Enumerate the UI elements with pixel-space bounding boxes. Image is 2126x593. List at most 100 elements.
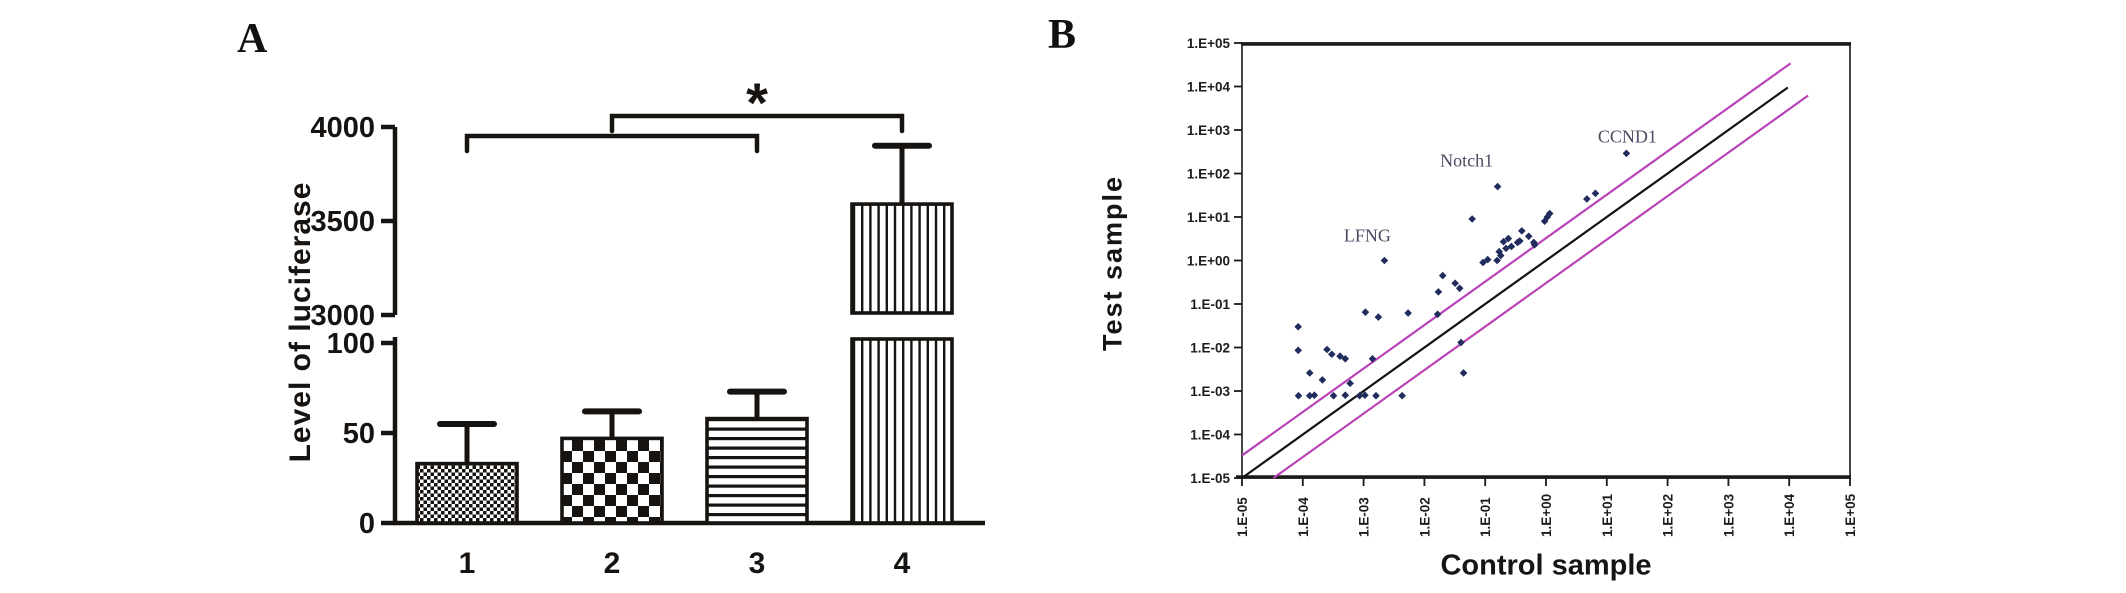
y-axis-tick-label: 1.E+00 — [1187, 254, 1230, 269]
x-axis-tick-label: 1.E+03 — [1721, 493, 1736, 537]
scatter-point — [1323, 345, 1331, 354]
panel-b-y-axis-title: Test sample — [1097, 174, 1128, 352]
y-axis-tick-label: 4000 — [310, 112, 375, 144]
significance-bracket — [609, 113, 905, 134]
y-axis-tick-label: 3500 — [310, 206, 375, 238]
scatter-point — [1434, 288, 1443, 296]
scatter-point — [1493, 256, 1501, 265]
scatter-point — [1294, 346, 1302, 355]
scatter-point — [1329, 391, 1338, 400]
scatter-point — [1305, 391, 1314, 400]
scatter-point — [1336, 352, 1344, 361]
bar-category-4-lower — [850, 337, 954, 525]
scatter-point — [1294, 391, 1303, 400]
scatter-point — [1328, 350, 1336, 359]
scatter-point — [1495, 247, 1504, 256]
panel-b-x-axis-title: Control sample — [1440, 549, 1652, 582]
x-axis-category-label: 3 — [749, 547, 766, 580]
scatter-point — [1530, 240, 1539, 249]
scatter-point — [1305, 369, 1314, 377]
x-axis-category-label: 1 — [459, 547, 476, 580]
scatter-point — [1374, 313, 1383, 321]
bar-category-3 — [705, 416, 809, 525]
panel-a-y-axis-title: Level of luciferase — [284, 181, 317, 463]
scatter-point — [1372, 391, 1380, 400]
x-axis-category-label: 4 — [894, 547, 911, 580]
scatter-point — [1515, 237, 1524, 245]
significance-asterisk: * — [746, 71, 768, 134]
x-axis-tick-label: 1.E+04 — [1782, 493, 1797, 537]
y-axis-tick-label: 1.E-01 — [1190, 297, 1230, 312]
scatter-point — [1479, 258, 1487, 267]
panel-a-bar-chart: 3000 3500 4000 0 50 100 1 2 3 4 * — [310, 71, 985, 580]
scatter-point — [1591, 189, 1600, 198]
y-axis-tick-label: 1.E-03 — [1190, 384, 1230, 399]
identity-line — [1241, 86, 1789, 479]
scatter-point — [1455, 284, 1464, 293]
x-axis-tick-label: 1.E-04 — [1296, 497, 1311, 537]
y-axis-tick-label: 1.E+02 — [1187, 167, 1230, 182]
scatter-point — [1518, 227, 1526, 235]
scatter-point — [1507, 242, 1516, 251]
scatter-point — [1341, 354, 1350, 363]
scatter-point — [1355, 391, 1364, 400]
gene-point-Notch1 — [1493, 182, 1502, 191]
scatter-point — [1496, 251, 1505, 260]
x-axis-category-label: 2 — [604, 547, 621, 580]
gene-label-CCND1: CCND1 — [1598, 126, 1657, 146]
panel-b-scatter-plot: 1.E+05 1.E+04 1.E+03 1.E+02 1.E+01 1.E+00 1.E-… — [1187, 36, 1858, 537]
scatter-point — [1583, 195, 1591, 203]
significance-bracket — [464, 133, 760, 154]
upper-bound-line — [1241, 62, 1792, 457]
gene-label-Notch1: Notch1 — [1440, 151, 1493, 171]
x-axis-tick-label: 1.E-01 — [1478, 497, 1493, 537]
scatter-point — [1545, 209, 1554, 218]
gene-label-LFNG: LFNG — [1344, 226, 1391, 246]
lower-bound-line — [1272, 94, 1809, 479]
y-axis-tick-label: 50 — [343, 418, 375, 450]
y-axis-tick-label: 1.E-02 — [1190, 341, 1230, 356]
scatter-point — [1310, 391, 1319, 400]
scatter-point — [1404, 309, 1412, 317]
panel-a-label: A — [237, 16, 268, 62]
x-axis-tick-label: 1.E-03 — [1357, 497, 1372, 537]
scatter-point — [1361, 308, 1370, 316]
scatter-point — [1451, 279, 1459, 288]
scatter-point — [1457, 338, 1465, 347]
y-axis-tick-label: 3000 — [310, 300, 375, 332]
y-axis-tick-label: 1.E-04 — [1190, 428, 1230, 443]
scatter-point — [1502, 244, 1510, 253]
y-axis-tick-label: 1.E+03 — [1187, 123, 1231, 138]
scatter-point — [1438, 271, 1447, 280]
scatter-point — [1433, 310, 1442, 319]
scatter-point — [1504, 234, 1513, 243]
scatter-point — [1346, 379, 1354, 388]
bar-category-2 — [560, 436, 664, 525]
scatter-point — [1499, 237, 1508, 246]
y-axis-tick-label: 100 — [327, 328, 375, 360]
y-axis-tick-label: 0 — [359, 508, 375, 540]
bar-category-1 — [415, 461, 519, 525]
scatter-point — [1368, 354, 1377, 363]
y-axis-tick-label: 1.E+05 — [1187, 36, 1231, 51]
scatter-point — [1483, 255, 1492, 264]
gene-point-LFNG — [1380, 256, 1389, 265]
scatter-point — [1318, 376, 1327, 384]
x-axis-tick-label: 1.E+05 — [1843, 493, 1858, 537]
x-axis-tick-label: 1.E+02 — [1661, 494, 1676, 537]
bar-category-4-upper — [850, 202, 954, 315]
panel-b-label: B — [1048, 12, 1077, 58]
scatter-point — [1294, 322, 1302, 331]
scatter-point — [1468, 215, 1476, 223]
y-axis-tick-label: 1.E-05 — [1190, 471, 1230, 486]
gene-point-CCND1 — [1622, 149, 1631, 158]
x-axis-tick-label: 1.E+01 — [1600, 493, 1615, 537]
x-axis-tick-label: 1.E+00 — [1539, 494, 1554, 537]
y-axis-tick-label: 1.E+04 — [1187, 80, 1231, 95]
y-axis-tick-label: 1.E+01 — [1187, 210, 1231, 225]
scatter-point — [1459, 369, 1468, 377]
scatter-point — [1361, 391, 1369, 400]
scatter-point — [1524, 232, 1533, 241]
